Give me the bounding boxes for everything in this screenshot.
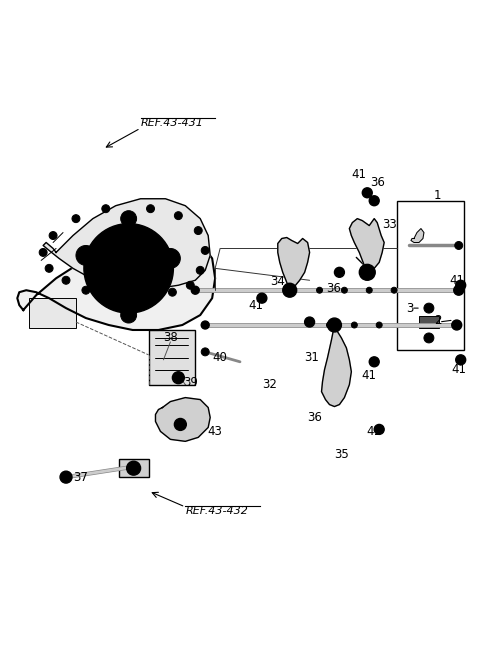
Circle shape	[186, 281, 194, 290]
Text: 32: 32	[263, 378, 277, 391]
Circle shape	[305, 317, 314, 327]
Circle shape	[287, 288, 293, 293]
Circle shape	[196, 267, 204, 274]
Circle shape	[351, 322, 357, 328]
Circle shape	[360, 265, 375, 280]
Text: 40: 40	[213, 351, 228, 364]
Circle shape	[127, 461, 141, 475]
Circle shape	[102, 205, 110, 213]
Circle shape	[166, 253, 175, 263]
Text: 36: 36	[370, 176, 384, 189]
Circle shape	[45, 265, 53, 272]
Text: 37: 37	[73, 471, 88, 483]
Circle shape	[424, 333, 434, 343]
Text: 36: 36	[326, 282, 341, 295]
Circle shape	[172, 372, 184, 384]
Circle shape	[424, 303, 434, 313]
Text: 33: 33	[382, 218, 396, 231]
Circle shape	[376, 322, 382, 328]
Circle shape	[366, 288, 372, 293]
Circle shape	[144, 291, 153, 299]
Circle shape	[84, 223, 173, 313]
Bar	[119, 459, 148, 477]
Polygon shape	[43, 198, 210, 288]
Text: 36: 36	[307, 411, 322, 424]
Circle shape	[362, 188, 372, 198]
Text: 41: 41	[449, 274, 464, 287]
Circle shape	[369, 196, 379, 206]
Circle shape	[120, 307, 137, 323]
Circle shape	[105, 291, 113, 299]
Circle shape	[391, 288, 397, 293]
Text: 41: 41	[352, 168, 367, 181]
Circle shape	[369, 357, 379, 367]
Text: 41: 41	[451, 364, 466, 376]
Circle shape	[109, 248, 148, 288]
Polygon shape	[411, 229, 424, 242]
Circle shape	[160, 248, 180, 269]
Circle shape	[332, 322, 337, 328]
Circle shape	[326, 322, 333, 328]
Text: 31: 31	[304, 351, 319, 364]
Circle shape	[174, 212, 182, 219]
Polygon shape	[349, 219, 384, 272]
Text: 41: 41	[249, 299, 264, 312]
Circle shape	[174, 419, 186, 430]
Circle shape	[60, 471, 72, 483]
Circle shape	[374, 424, 384, 434]
Circle shape	[81, 250, 91, 261]
Circle shape	[456, 355, 466, 365]
Circle shape	[201, 348, 209, 356]
Circle shape	[82, 286, 90, 294]
Circle shape	[327, 318, 341, 332]
Circle shape	[76, 246, 96, 265]
Circle shape	[201, 246, 209, 254]
Circle shape	[201, 321, 209, 329]
Text: 43: 43	[208, 425, 223, 438]
Text: REF.43-431: REF.43-431	[141, 118, 204, 128]
Text: 38: 38	[163, 331, 178, 345]
Circle shape	[146, 205, 155, 213]
Polygon shape	[17, 238, 215, 330]
Circle shape	[335, 267, 344, 277]
Circle shape	[341, 288, 348, 293]
Bar	[397, 200, 464, 350]
Polygon shape	[322, 325, 351, 407]
Circle shape	[194, 227, 202, 234]
Circle shape	[308, 320, 312, 324]
Text: 35: 35	[334, 448, 349, 460]
Bar	[29, 298, 76, 328]
Circle shape	[316, 288, 323, 293]
Text: 41: 41	[362, 369, 377, 383]
Circle shape	[455, 242, 463, 250]
Polygon shape	[156, 398, 210, 441]
Circle shape	[91, 231, 167, 306]
Circle shape	[120, 261, 137, 276]
Text: 2: 2	[434, 314, 442, 327]
Circle shape	[192, 286, 199, 294]
Circle shape	[454, 285, 464, 295]
Circle shape	[363, 269, 371, 276]
Text: REF.43-432: REF.43-432	[185, 506, 248, 516]
Circle shape	[337, 271, 341, 274]
Circle shape	[39, 248, 47, 256]
Circle shape	[452, 320, 462, 330]
Circle shape	[372, 198, 376, 203]
Bar	[148, 330, 195, 384]
Text: 41: 41	[367, 425, 382, 438]
Circle shape	[257, 293, 267, 303]
Text: 1: 1	[434, 189, 442, 202]
Circle shape	[120, 211, 137, 227]
Text: 39: 39	[183, 376, 198, 389]
Circle shape	[62, 276, 70, 284]
Circle shape	[49, 232, 57, 240]
Circle shape	[72, 215, 80, 223]
Polygon shape	[278, 238, 310, 290]
Text: 34: 34	[270, 274, 285, 288]
Circle shape	[283, 283, 297, 297]
Circle shape	[168, 288, 176, 296]
Bar	[419, 316, 439, 328]
Circle shape	[456, 280, 466, 290]
Text: 3: 3	[407, 301, 414, 314]
